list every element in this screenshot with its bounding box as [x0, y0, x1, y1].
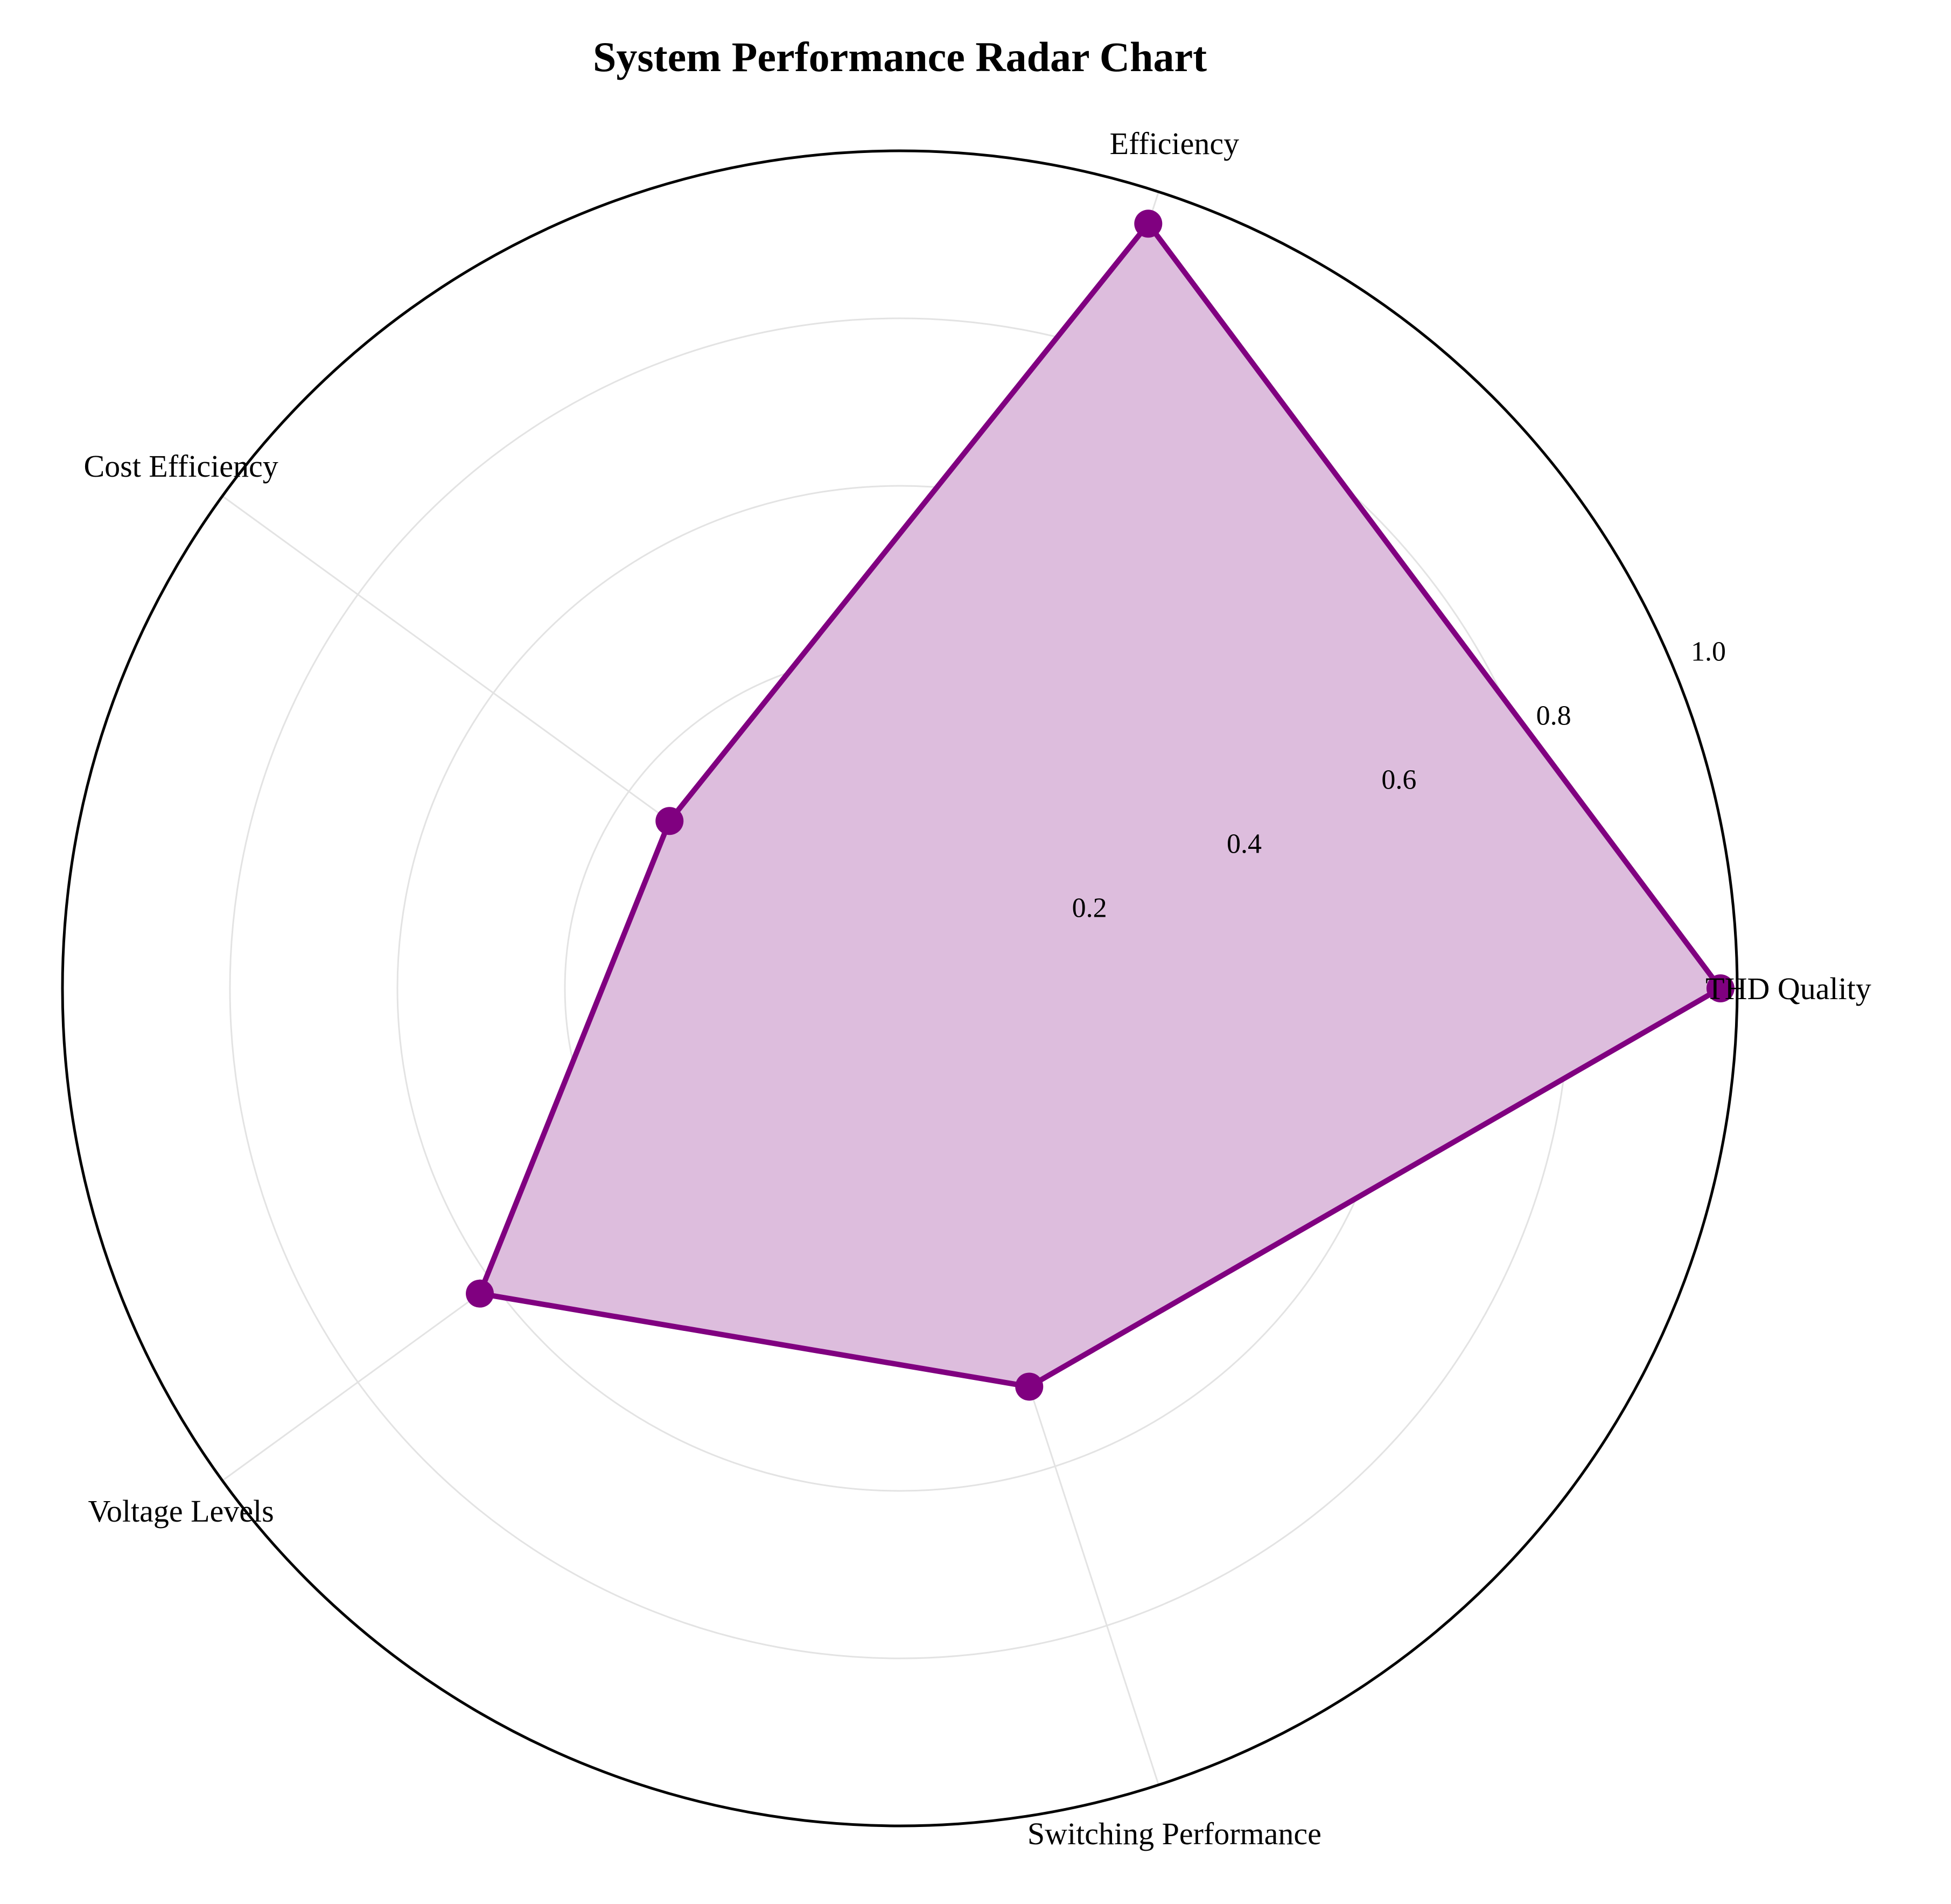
- category-label-4: Switching Performance: [1027, 1816, 1321, 1851]
- outer-circle: [61, 149, 1739, 1828]
- r-tick-label-2: 0.6: [1381, 765, 1416, 796]
- category-label-1: Efficiency: [1110, 126, 1239, 161]
- data-point-2: [655, 807, 684, 835]
- series-area: [480, 224, 1721, 1387]
- r-tick-label-4: 1.0: [1691, 637, 1726, 667]
- r-tick-label-3: 0.8: [1536, 701, 1571, 731]
- data-point-1: [1134, 210, 1163, 238]
- category-label-0: THD Quality: [1705, 971, 1871, 1006]
- series-line: [477, 221, 1723, 1390]
- r-tick-label-0: 0.2: [1072, 893, 1107, 924]
- category-label-2: Cost Efficiency: [83, 449, 278, 484]
- r-tick-label-1: 0.4: [1227, 829, 1262, 860]
- axis-labels: 0.2 0.4 0.6 0.8 1.0 THD Quality Efficiency Cost…: [83, 126, 1871, 1851]
- data-point-3: [466, 1279, 494, 1308]
- chart-title: System Performance Radar Chart: [593, 33, 1207, 80]
- data-series: [466, 210, 1735, 1401]
- data-point-0: [1706, 974, 1735, 1002]
- category-label-3: Voltage Levels: [88, 1494, 274, 1529]
- data-point-4: [1015, 1372, 1044, 1401]
